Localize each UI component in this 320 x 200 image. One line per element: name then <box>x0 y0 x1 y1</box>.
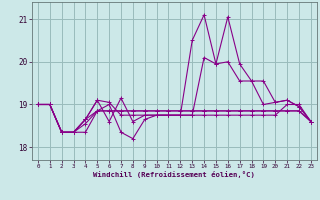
X-axis label: Windchill (Refroidissement éolien,°C): Windchill (Refroidissement éolien,°C) <box>93 171 255 178</box>
